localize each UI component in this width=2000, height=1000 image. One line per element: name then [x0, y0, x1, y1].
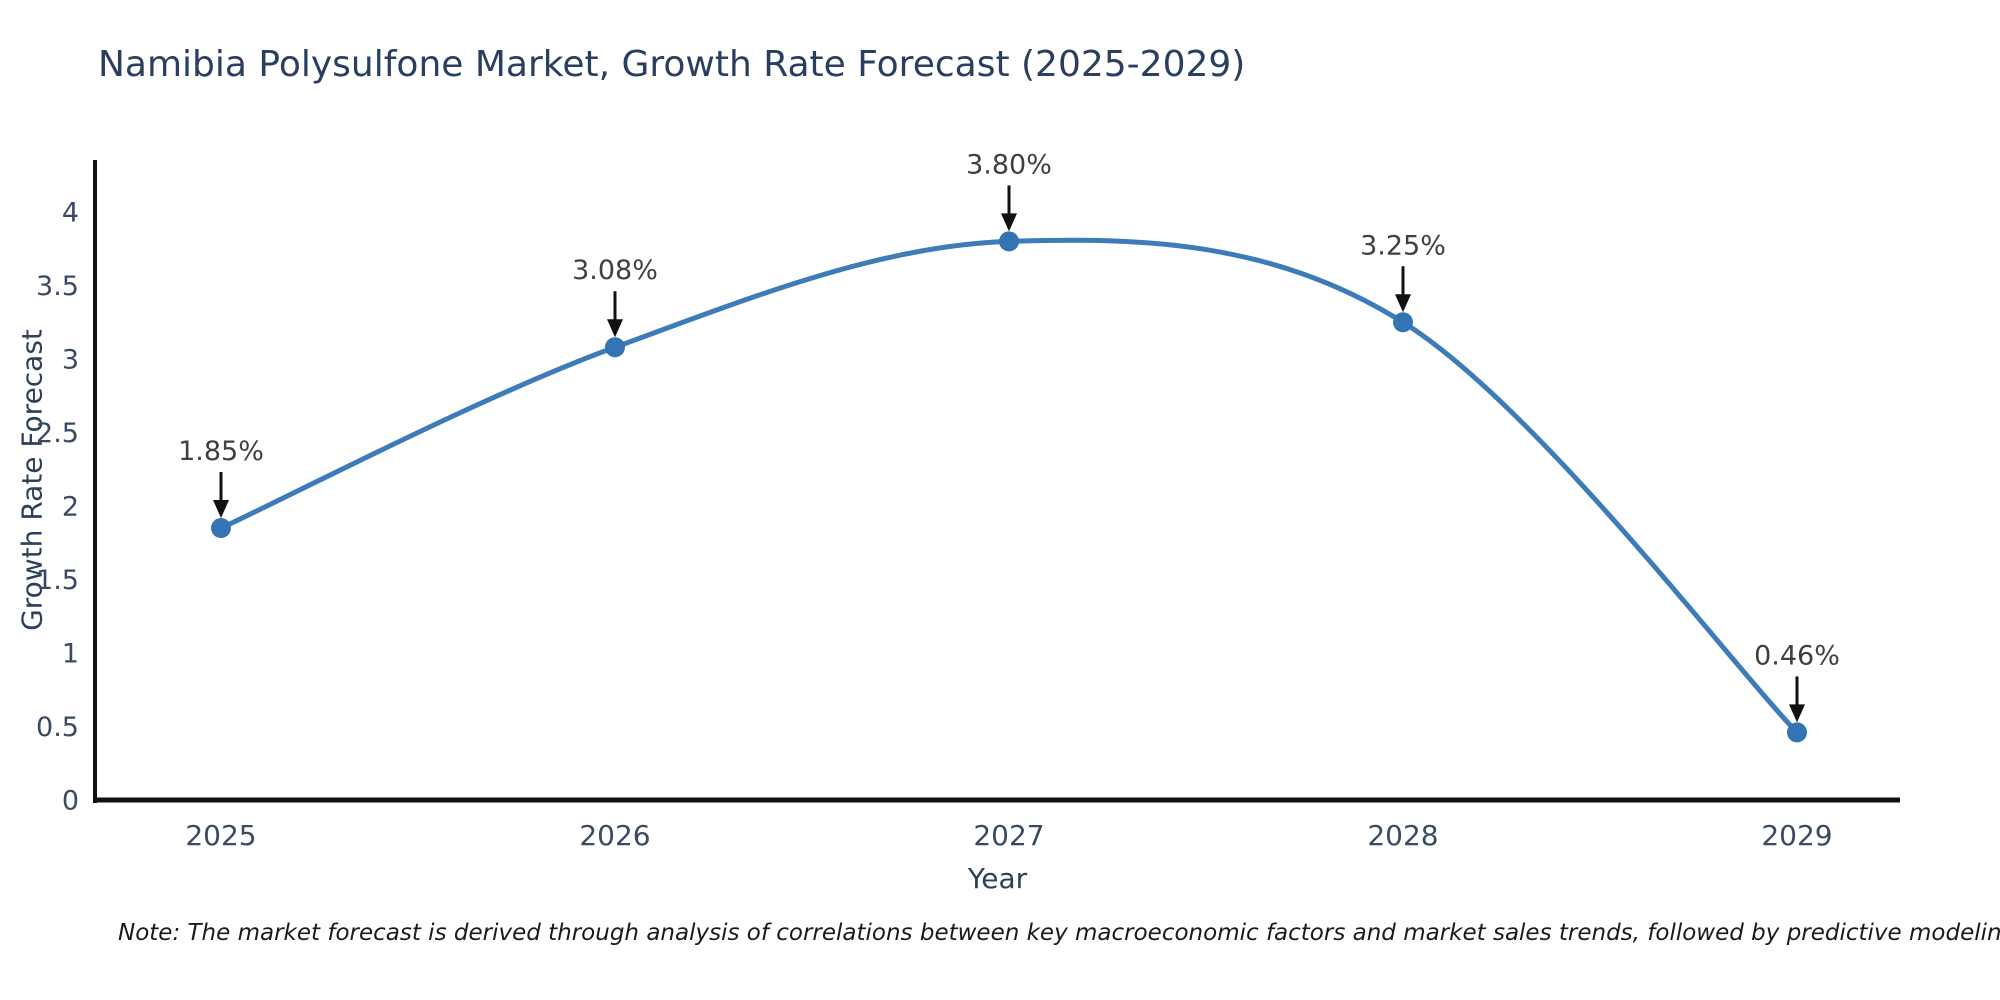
annotation-arrowhead: [1789, 704, 1805, 723]
x-axis-title: Year: [967, 862, 1028, 895]
y-tick-label: 2: [62, 491, 79, 522]
x-tick-label: 2025: [185, 819, 256, 852]
data-point-marker: [605, 337, 625, 358]
y-tick-label: 4: [62, 197, 79, 228]
x-tick-label: 2027: [973, 819, 1044, 852]
data-label: 3.08%: [572, 255, 658, 286]
annotation-arrowhead: [607, 319, 623, 338]
footnote: Note: The market forecast is derived thr…: [118, 920, 2000, 946]
annotation-arrowhead: [1395, 294, 1411, 313]
annotation-arrowhead: [1001, 213, 1017, 232]
chart-title: Namibia Polysulfone Market, Growth Rate …: [98, 44, 1246, 85]
x-tick-label: 2026: [579, 819, 650, 852]
data-label: 0.46%: [1754, 640, 1840, 671]
data-point-marker: [1787, 722, 1807, 743]
y-tick-label: 0: [62, 785, 79, 816]
data-point-marker: [1393, 312, 1413, 333]
x-tick-label: 2028: [1367, 819, 1438, 852]
data-label: 3.80%: [966, 149, 1052, 180]
y-tick-label: 1: [62, 638, 79, 669]
data-point-marker: [211, 518, 231, 539]
trend-line: [218, 237, 1800, 735]
y-tick-label: 1.5: [36, 565, 79, 596]
annotation-arrowhead: [213, 500, 229, 519]
x-tick-label: 2029: [1761, 819, 1832, 852]
y-tick-label: 3.5: [36, 271, 79, 302]
data-point-marker: [999, 231, 1019, 252]
y-tick-label: 0.5: [36, 712, 79, 743]
y-tick-label: 2.5: [36, 418, 79, 449]
data-label: 1.85%: [178, 436, 264, 467]
y-tick-label: 3: [62, 344, 79, 375]
data-label: 3.25%: [1360, 230, 1446, 261]
